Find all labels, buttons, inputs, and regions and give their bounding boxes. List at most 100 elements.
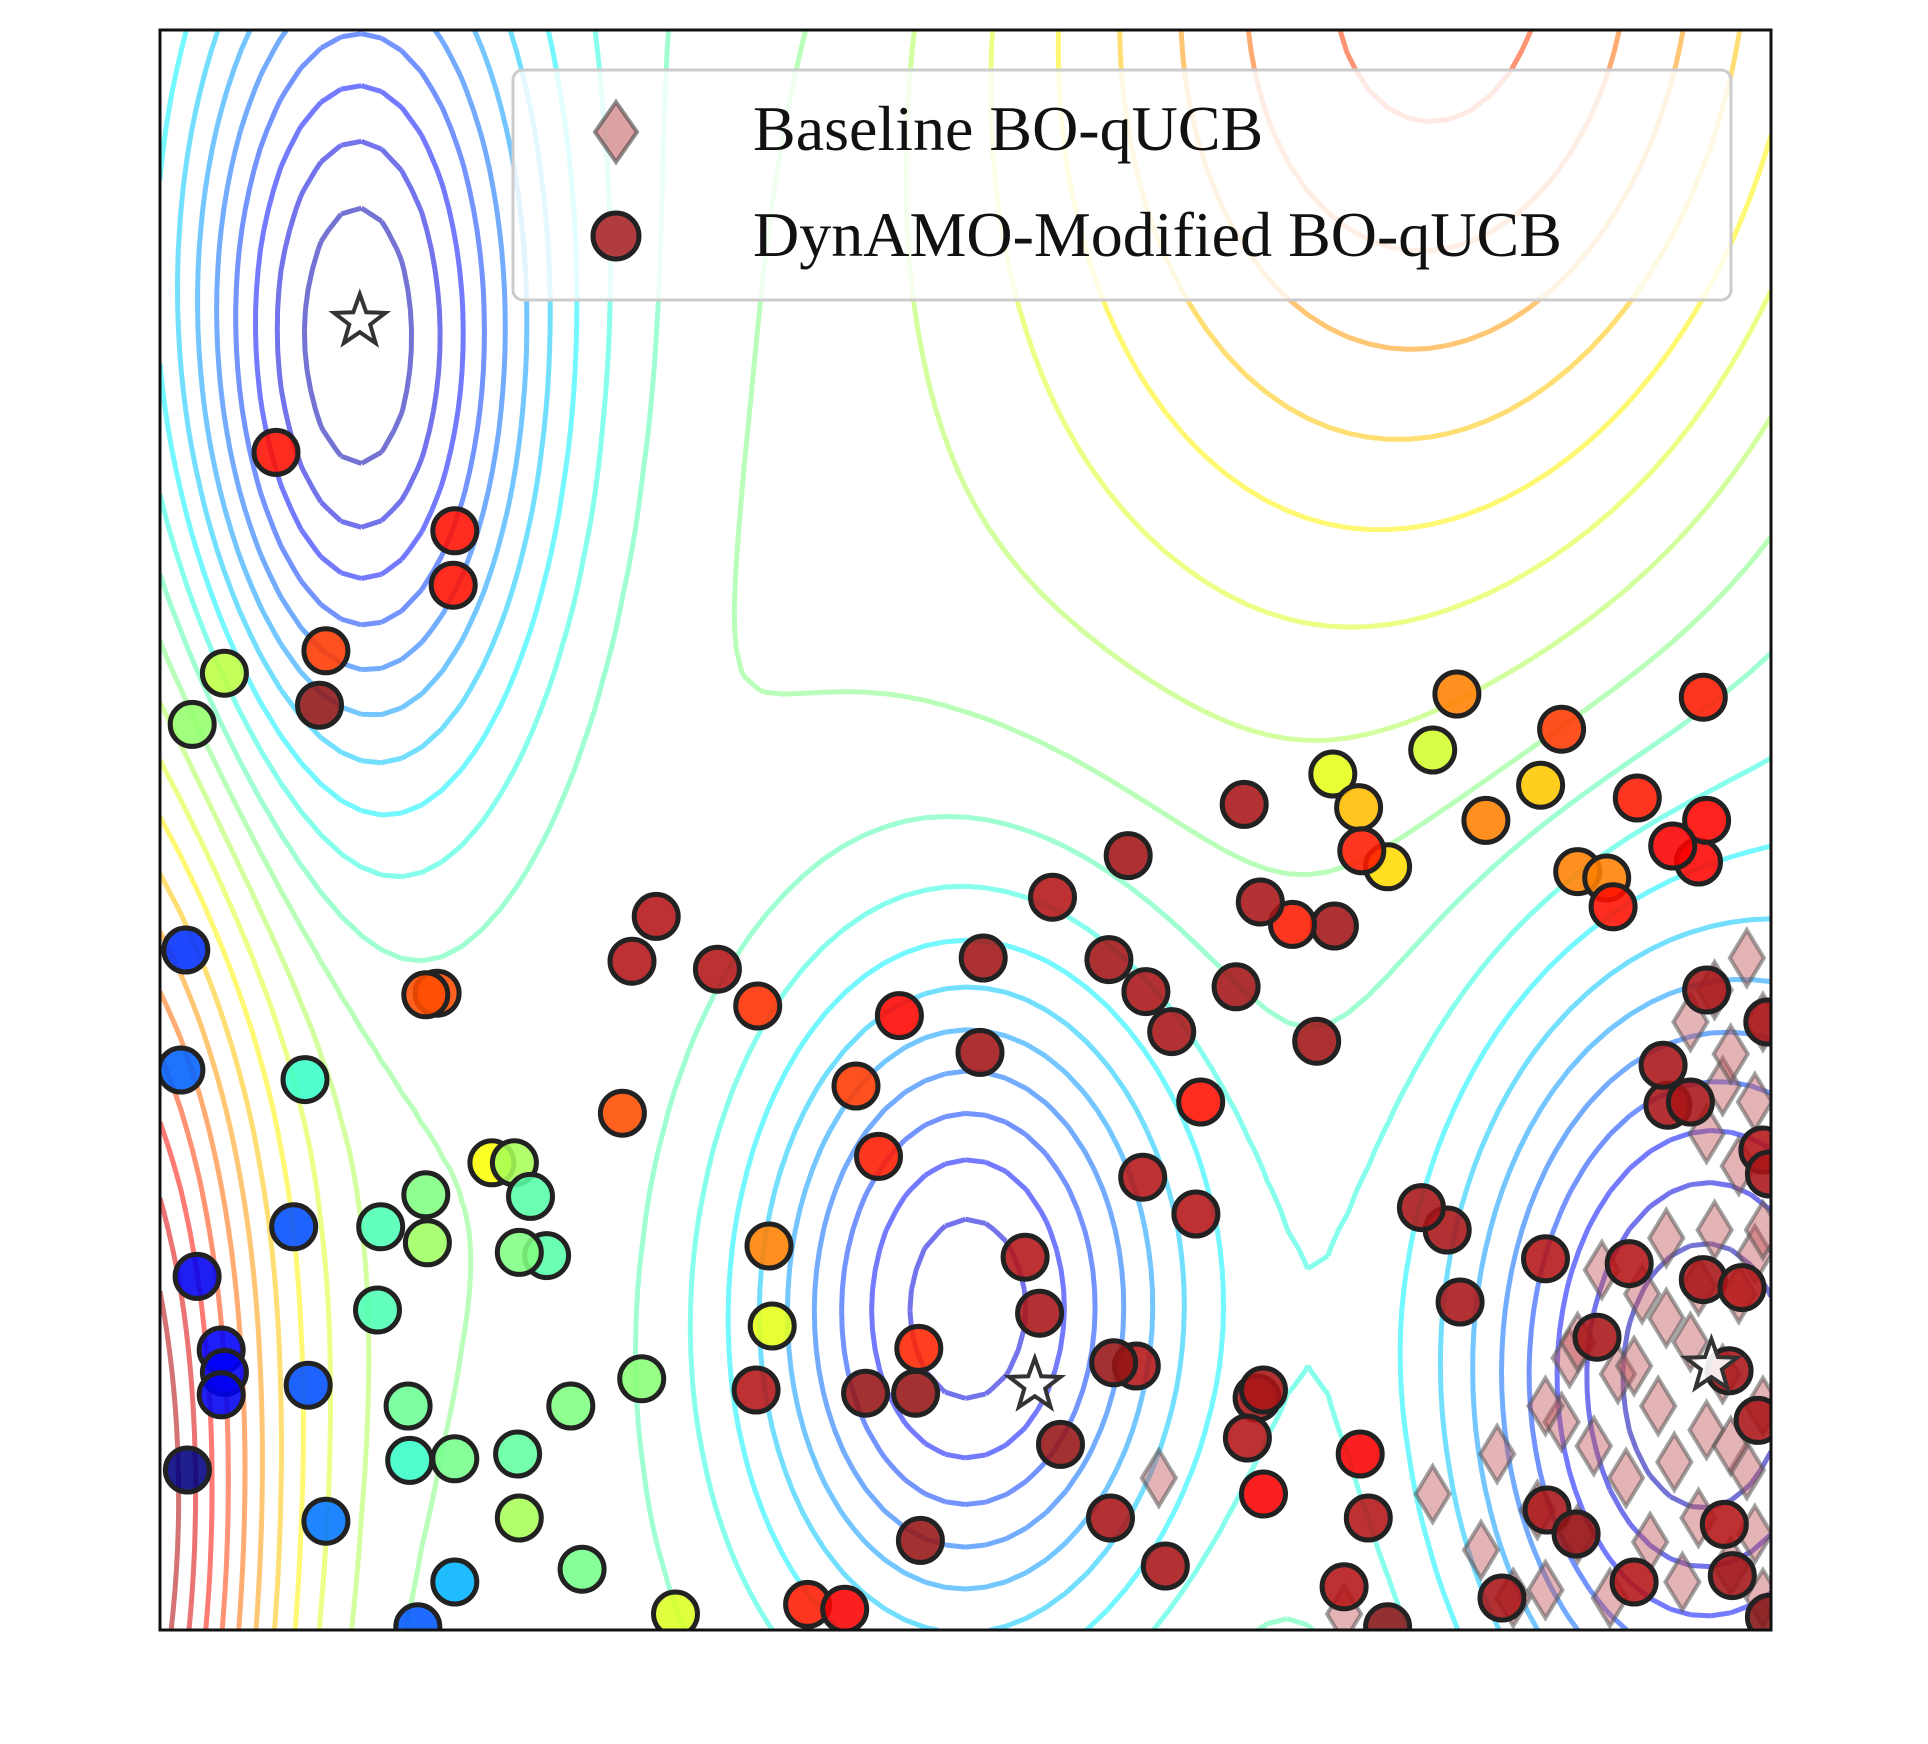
dynamo-point — [1396, 1183, 1446, 1233]
optimum-star-icon — [1003, 1352, 1067, 1412]
legend: Baseline BO-qUCB DynAMO-Modified BO-qUCB — [511, 68, 1733, 302]
baseline-point — [1461, 1518, 1501, 1582]
dynamo-point — [831, 1061, 881, 1111]
dynamo-point — [1337, 826, 1387, 876]
dynamo-point — [1118, 1152, 1168, 1202]
dynamo-point — [196, 1370, 246, 1420]
dynamo-point — [1638, 1040, 1688, 1090]
dynamo-point — [1015, 1288, 1065, 1338]
dynamo-point — [894, 1323, 944, 1373]
dynamo-point — [1219, 779, 1269, 829]
dynamo-point — [401, 1170, 451, 1220]
dynamo-point — [494, 1227, 544, 1277]
dynamo-point — [874, 991, 924, 1041]
dynamo-point — [1588, 882, 1638, 932]
dynamo-point — [1086, 1493, 1135, 1543]
optimum-star-icon — [1680, 1333, 1743, 1393]
dynamo-point — [1171, 1189, 1221, 1239]
dynamo-point — [1343, 1493, 1393, 1543]
baseline-point — [1606, 1446, 1646, 1510]
dynamo-point — [692, 944, 742, 994]
dynamo-point — [1537, 704, 1587, 754]
dynamo-point — [841, 1368, 891, 1418]
dynamo-point — [1028, 872, 1077, 922]
dynamo-point — [1140, 1541, 1190, 1591]
dynamo-point — [1665, 1077, 1715, 1127]
dynamo-point — [1648, 821, 1698, 871]
baseline-point — [1413, 1462, 1453, 1526]
dynamo-point — [494, 1493, 544, 1543]
legend-label-dynamo: DynAMO-Modified BO-qUCB — [753, 199, 1562, 270]
dynamo-point — [1121, 967, 1171, 1017]
dynamo-point — [733, 981, 783, 1031]
dynamo-point — [854, 1131, 903, 1181]
dynamo-point — [295, 680, 344, 730]
dynamo-point — [1309, 901, 1359, 951]
dynamo-point — [1682, 965, 1732, 1015]
dynamo-point — [1521, 1234, 1570, 1284]
dynamo-point — [430, 506, 480, 556]
dynamo-point — [493, 1429, 543, 1479]
baseline-point — [1727, 1438, 1767, 1502]
dynamo-point — [1084, 935, 1134, 985]
dynamo-point — [1707, 1551, 1757, 1601]
dynamo-point — [199, 648, 249, 698]
dynamo-point — [1239, 1365, 1288, 1415]
baseline-point — [1663, 1550, 1702, 1614]
dynamo-point — [356, 1202, 406, 1252]
dynamo-point — [1036, 1419, 1085, 1469]
dynamo-point — [430, 1434, 480, 1484]
dynamo-point — [1733, 1395, 1771, 1445]
dynamo-point — [955, 1027, 1005, 1077]
dynamo-point — [162, 1445, 212, 1495]
dynamo-point — [1319, 1562, 1369, 1612]
dynamo-point — [958, 933, 1008, 983]
dynamo-point — [617, 1354, 667, 1404]
baseline-point — [1139, 1446, 1179, 1510]
dynamo-series — [160, 427, 1771, 1630]
dynamo-point — [1743, 997, 1771, 1047]
contour-line — [301, 205, 1771, 1511]
dynamo-point — [651, 1589, 700, 1630]
dynamo-point — [160, 1045, 206, 1095]
dynamo-point — [402, 1218, 452, 1268]
dynamo-point — [546, 1381, 596, 1431]
dynamo-point — [172, 1251, 222, 1301]
dynamo-point — [1432, 669, 1482, 719]
dynamo-point — [747, 1301, 797, 1351]
dynamo-point — [383, 1381, 433, 1431]
dynamo-point — [428, 560, 478, 610]
baseline-point — [1638, 1374, 1678, 1438]
baseline-point — [1526, 1558, 1565, 1622]
legend-box — [511, 68, 1733, 302]
dynamo-point — [1744, 1592, 1771, 1630]
dynamo-point — [1363, 1602, 1413, 1630]
dynamo-point — [1176, 1077, 1226, 1127]
dynamo-point — [269, 1202, 319, 1252]
baseline-point — [1646, 1206, 1686, 1270]
contour-lines — [160, 30, 1771, 1630]
dynamo-point — [1292, 1016, 1342, 1066]
dynamo-point — [167, 699, 217, 749]
dynamo-point — [1609, 1557, 1659, 1607]
dynamo-point — [161, 925, 211, 975]
dynamo-point — [1239, 1469, 1288, 1519]
dynamo-point — [1089, 1338, 1139, 1388]
dynamo-point — [251, 427, 301, 477]
baseline-point — [1711, 1022, 1751, 1086]
dynamo-point — [1103, 831, 1153, 881]
dynamo-point — [1211, 962, 1261, 1012]
baseline-point — [1598, 1342, 1638, 1406]
baseline-point — [1614, 1334, 1654, 1398]
baseline-point — [1743, 1198, 1771, 1262]
dynamo-point — [385, 1435, 435, 1485]
dynamo-point — [597, 1088, 647, 1138]
dynamo-point — [301, 626, 351, 676]
dynamo-point — [1435, 1277, 1485, 1327]
dynamo-point — [820, 1584, 870, 1630]
legend-diamond-icon — [592, 98, 640, 166]
dynamo-point — [1612, 773, 1662, 823]
dynamo-point — [401, 970, 451, 1020]
dynamo-point — [1717, 1263, 1767, 1313]
dynamo-point — [1516, 760, 1566, 810]
